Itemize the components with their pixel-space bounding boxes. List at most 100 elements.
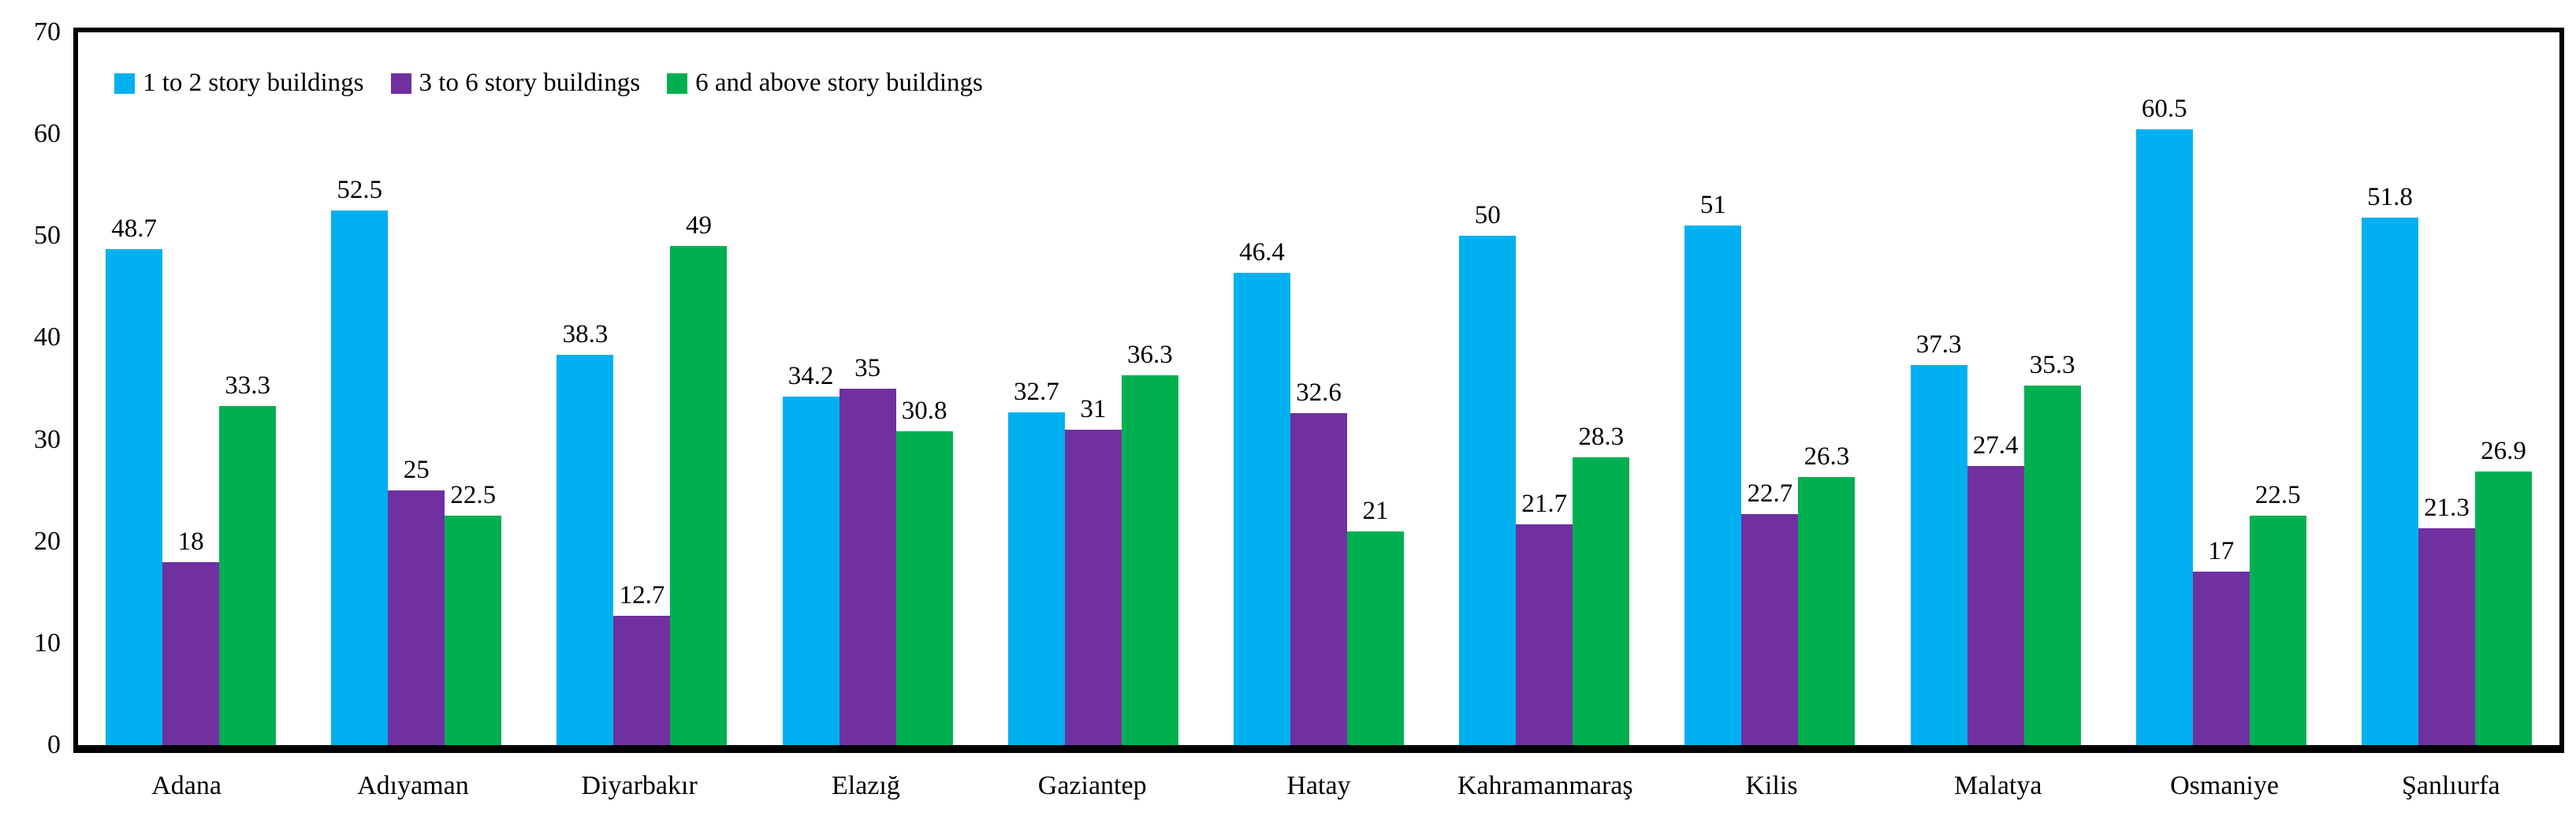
x-axis-label: Adıyaman [357, 771, 469, 800]
bar-value-label: 38.3 [562, 320, 609, 349]
bar-value-label: 51.8 [2367, 183, 2413, 212]
bar-group: 60.5 17 22.5 [2109, 32, 2334, 745]
bar-group: 37.3 27.4 35.3 [1883, 32, 2109, 745]
bar-value-label: 51 [1699, 191, 1726, 220]
bar-slot: 49 [670, 32, 728, 745]
bar [1347, 531, 1405, 745]
bar-slot: 48.7 [106, 32, 163, 745]
bar [2192, 572, 2250, 745]
bar-group: 46.4 32.6 21 [1206, 32, 1431, 745]
bar-value-label: 25 [403, 456, 430, 485]
x-axis-label: Şanlıurfa [2401, 771, 2500, 800]
bar-slot: 22.5 [445, 32, 502, 745]
bar-slot: 34.2 [782, 32, 839, 745]
bar [1121, 375, 1178, 745]
bar [1064, 429, 1122, 745]
y-tick-label: 50 [34, 221, 61, 251]
legend-label: 3 to 6 story buildings [419, 69, 641, 97]
bar [1573, 457, 1630, 745]
bar [1741, 513, 1799, 745]
bar-value-label: 48.7 [111, 214, 157, 244]
bar [2474, 471, 2532, 745]
bar-value-label: 26.9 [2481, 436, 2526, 465]
bar-slot: 32.7 [1007, 32, 1065, 745]
bar [1290, 413, 1348, 745]
legend-item: 1 to 2 story buildings [114, 69, 364, 98]
bar-slot: 25 [388, 32, 445, 745]
x-axis-label: Gaziantep [1037, 771, 1147, 800]
y-tick-label: 60 [34, 119, 61, 149]
bar [782, 397, 839, 745]
bar-slot: 36.3 [1121, 32, 1178, 745]
bar-slot: 12.7 [613, 32, 671, 745]
x-axis-label: Kahramanmaraş [1457, 771, 1633, 800]
bar [445, 516, 502, 745]
bar-slot: 52.5 [331, 32, 389, 745]
bar-slot: 35 [839, 32, 896, 745]
x-axis-label: Kilis [1745, 771, 1798, 800]
plot-area: 1 to 2 story buildings 3 to 6 story build… [73, 28, 2564, 753]
bar-value-label: 22.5 [450, 481, 497, 510]
legend-item: 3 to 6 story buildings [390, 69, 641, 98]
bar [1967, 466, 2024, 745]
bar-value-label: 21.7 [1521, 489, 1568, 518]
bar-slot: 17 [2192, 32, 2250, 745]
legend-label: 1 to 2 story buildings [143, 69, 364, 97]
bar-value-label: 26.3 [1804, 442, 1850, 472]
x-axis: Adana Adıyaman Diyarbakır Elazığ Gaziantep Ha… [73, 758, 2564, 814]
bar-group: 48.7 18 33.3 [78, 32, 303, 745]
bar-slot: 28.3 [1573, 32, 1630, 745]
x-axis-label: Hatay [1286, 771, 1351, 800]
bar-value-label: 22.5 [2254, 481, 2301, 510]
bar [613, 616, 671, 745]
bar-slot: 50 [1459, 32, 1517, 745]
y-tick-label: 20 [34, 526, 61, 556]
bar-slot: 26.3 [1798, 32, 1856, 745]
bar [2023, 386, 2081, 745]
x-axis-label: Malatya [1954, 771, 2042, 800]
bar [1459, 236, 1517, 745]
bar-value-label: 31 [1080, 394, 1107, 423]
bar-value-label: 21 [1362, 496, 1389, 525]
bar [2361, 218, 2418, 745]
bar-groups: 48.7 18 33.3 52.5 25 22.5 38.3 12.7 49 34.2 35 30.8… [78, 32, 2559, 745]
x-axis-label: Adana [151, 771, 221, 800]
bar-value-label: 49 [685, 211, 712, 240]
bar [2418, 527, 2475, 745]
bar-value-label: 28.3 [1578, 422, 1625, 451]
bar-group: 50 21.7 28.3 [1431, 32, 1657, 745]
bar [557, 355, 614, 745]
bar-slot: 37.3 [1910, 32, 1967, 745]
bar-group: 38.3 12.7 49 [529, 32, 754, 745]
bar-group: 52.5 25 22.5 [303, 32, 529, 745]
bar-value-label: 12.7 [619, 581, 665, 609]
bar-slot: 21.3 [2418, 32, 2475, 745]
bar-group: 32.7 31 36.3 [981, 32, 1206, 745]
bar [162, 561, 220, 745]
y-tick-label: 30 [34, 424, 61, 454]
y-axis: 0 10 20 30 40 50 60 70 [0, 0, 67, 820]
legend-label: 6 and above story buildings [695, 69, 983, 97]
bar-slot: 35.3 [2023, 32, 2081, 745]
bar-value-label: 37.3 [1915, 330, 1962, 360]
bar-value-label: 60.5 [2141, 94, 2187, 123]
bar-value-label: 27.4 [1972, 431, 2019, 460]
bar-slot: 21.7 [1516, 32, 1573, 745]
bar [1798, 477, 1856, 745]
bar-slot: 30.8 [895, 32, 953, 745]
bar-value-label: 18 [177, 527, 204, 556]
bar [2135, 129, 2193, 745]
bar-value-label: 52.5 [337, 176, 383, 204]
bar-value-label: 35 [854, 354, 881, 382]
bar-slot: 31 [1064, 32, 1122, 745]
bar [895, 431, 953, 745]
y-tick-label: 0 [47, 730, 61, 759]
y-tick-label: 40 [34, 322, 61, 352]
bar-slot: 32.6 [1290, 32, 1348, 745]
bar-slot: 22.7 [1741, 32, 1799, 745]
bar-group: 34.2 35 30.8 [755, 32, 981, 745]
bar-value-label: 32.7 [1013, 377, 1059, 406]
bar [839, 389, 896, 745]
x-axis-label: Diyarbakır [581, 771, 698, 800]
